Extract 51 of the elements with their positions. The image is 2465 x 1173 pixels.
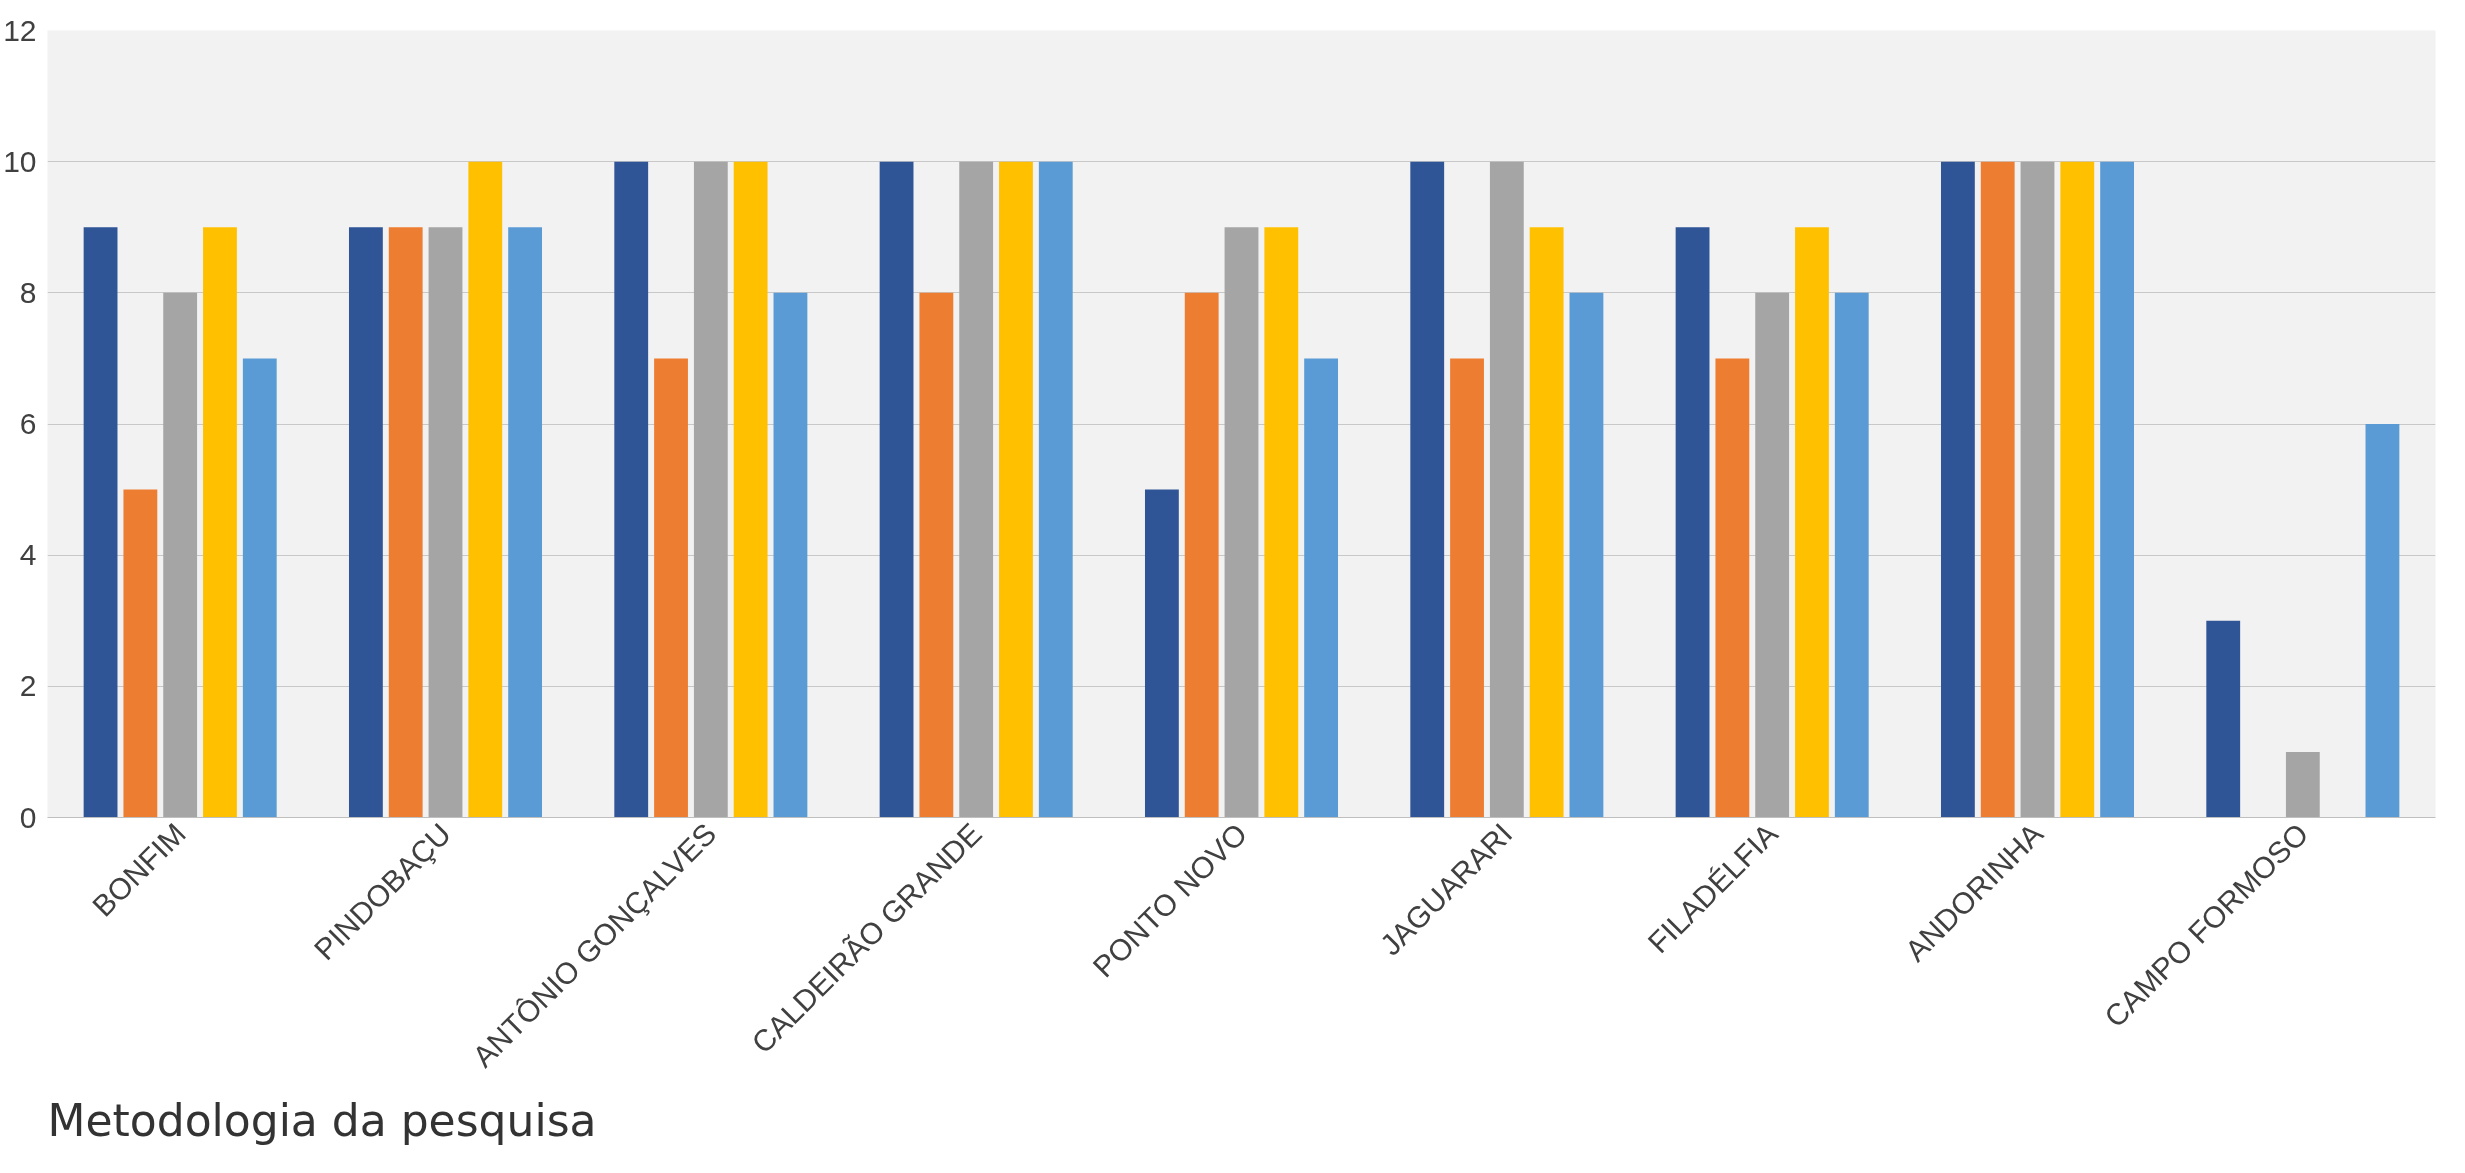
bar bbox=[1184, 292, 1219, 818]
bar bbox=[1144, 489, 1179, 818]
bar bbox=[83, 227, 118, 818]
bar bbox=[1834, 292, 1869, 818]
bar bbox=[879, 161, 914, 818]
bar bbox=[1264, 227, 1299, 818]
bar bbox=[733, 161, 768, 818]
bar bbox=[1675, 227, 1710, 818]
bar bbox=[1224, 227, 1259, 818]
bar bbox=[203, 227, 237, 818]
bar bbox=[123, 489, 158, 818]
bar bbox=[693, 161, 728, 818]
y-tick-label: 0 bbox=[19, 800, 37, 834]
bar bbox=[1755, 292, 1790, 818]
bar bbox=[1529, 227, 1564, 818]
bar bbox=[919, 292, 954, 818]
bar bbox=[1940, 161, 1975, 818]
bar bbox=[348, 227, 383, 818]
bar bbox=[1304, 358, 1339, 818]
bar bbox=[1410, 161, 1445, 818]
bar bbox=[2365, 424, 2400, 818]
bar bbox=[1569, 292, 1604, 818]
y-tick-label: 6 bbox=[19, 407, 37, 440]
bar bbox=[508, 227, 543, 818]
y-tick-label: 10 bbox=[3, 144, 37, 178]
bar bbox=[959, 161, 994, 818]
bar bbox=[468, 161, 503, 818]
y-tick-label: 4 bbox=[19, 538, 37, 572]
bar bbox=[654, 358, 688, 818]
bar bbox=[999, 161, 1033, 818]
bar bbox=[1038, 161, 1073, 818]
bar bbox=[1489, 161, 1524, 818]
bar bbox=[428, 227, 463, 818]
bar bbox=[242, 358, 277, 818]
y-tick-label: 8 bbox=[19, 275, 37, 309]
bar bbox=[2285, 751, 2320, 818]
bar bbox=[1795, 227, 1829, 818]
bar bbox=[614, 161, 649, 818]
bar bbox=[1450, 358, 1484, 818]
bar bbox=[2100, 161, 2135, 818]
bar bbox=[2060, 161, 2095, 818]
bar bbox=[1715, 358, 1750, 818]
bar bbox=[2206, 620, 2241, 818]
bar bbox=[388, 227, 423, 818]
y-tick-label: 12 bbox=[3, 13, 37, 47]
bar bbox=[2020, 161, 2055, 818]
y-tick-label: 2 bbox=[19, 669, 37, 703]
text: Metodologia da pesquisa bbox=[47, 1094, 597, 1146]
bar bbox=[773, 292, 808, 818]
bar bbox=[163, 292, 198, 818]
bar bbox=[1980, 161, 2015, 818]
